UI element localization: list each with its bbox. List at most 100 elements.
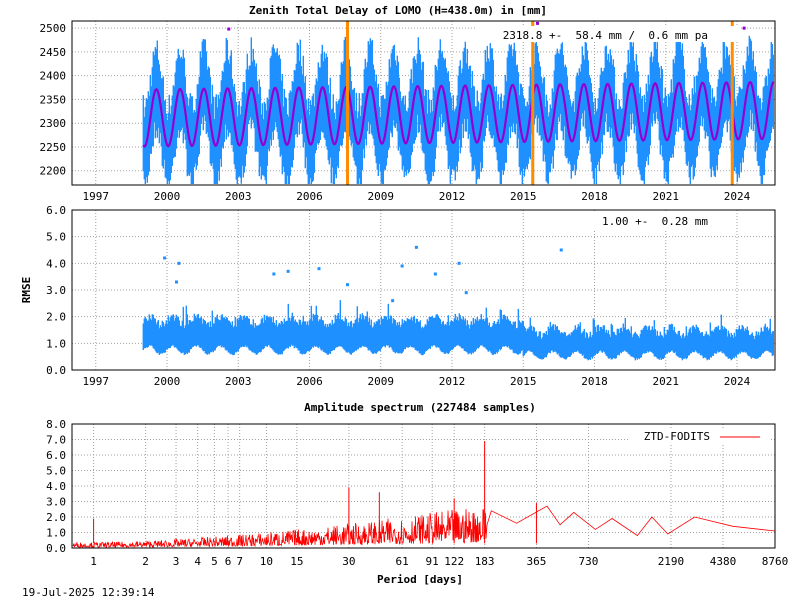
ztd-x-tick: 2003: [225, 190, 252, 203]
spectrum-y-tick: 7.0: [46, 434, 66, 447]
ztd-ticks: 1997 2000 2003 2006 2009 2012 2015 2018 2021 2024…: [40, 22, 751, 203]
rmse-outlier-point: [346, 283, 349, 287]
ztd-fit-series: [142, 80, 775, 148]
ztd-outlier-point: [742, 26, 746, 30]
spectrum-panel: Amplitude spectrum (227484 samples) 1 2 3 4…: [46, 401, 788, 586]
ztd-x-tick: 2015: [510, 190, 537, 203]
spectrum-x-tick: 2190: [658, 555, 685, 568]
rmse-outlier-point: [177, 261, 181, 265]
rmse-outlier-point: [391, 299, 395, 303]
ztd-x-tick: 2000: [154, 190, 181, 203]
ztd-y-tick: 2200: [40, 165, 67, 178]
rmse-x-tick: 2024: [724, 375, 751, 388]
rmse-x-tick: 2018: [581, 375, 608, 388]
ztd-annotation-bg: [475, 26, 741, 42]
footer-timestamp: 19-Jul-2025 12:39:14: [22, 586, 155, 599]
rmse-plot-frame: [71, 209, 776, 371]
rmse-y-tick: 0.0: [46, 364, 66, 377]
spectrum-x-tick: 6: [225, 555, 232, 568]
spectrum-y-tick: 2.0: [46, 511, 66, 524]
spectrum-x-tick: 10: [260, 555, 273, 568]
spectrum-y-tick: 4.0: [46, 480, 66, 493]
rmse-outlier-point: [457, 261, 461, 265]
spectrum-x-tick: 30: [342, 555, 355, 568]
spectrum-x-tick: 4380: [710, 555, 737, 568]
rmse-outlier-point: [163, 256, 167, 260]
rmse-y-tick: 3.0: [46, 284, 66, 297]
spectrum-y-tick: 8.0: [46, 418, 66, 431]
spectrum-x-tick: 1: [90, 555, 97, 568]
spectrum-y-tick: 5.0: [46, 465, 66, 478]
spectrum-series: [72, 505, 776, 549]
spectrum-x-tick: 730: [579, 555, 599, 568]
rmse-data-layer: [142, 245, 774, 361]
spectrum-legend-label: ZTD-FODITS: [644, 430, 710, 443]
rmse-outlier-point: [400, 264, 404, 268]
ztd-x-tick: 2021: [653, 190, 680, 203]
spectrum-x-tick: 15: [290, 555, 303, 568]
rmse-x-tick: 2009: [368, 375, 395, 388]
spectrum-x-tick: 365: [527, 555, 547, 568]
ztd-y-tick: 2350: [40, 93, 67, 106]
rmse-outlier-point: [559, 248, 563, 252]
spectrum-legend-bg: [630, 428, 770, 444]
spectrum-x-tick: 4: [194, 555, 201, 568]
rmse-outlier-point: [175, 280, 178, 284]
rmse-x-tick: 2015: [510, 375, 537, 388]
rmse-outlier-point: [414, 245, 418, 249]
ztd-x-tick: 2024: [724, 190, 751, 203]
spectrum-x-tick: 3: [173, 555, 180, 568]
spectrum-data-layer: [72, 441, 776, 549]
rmse-outlier-point: [317, 267, 321, 271]
ztd-y-tick: 2400: [40, 70, 67, 83]
spectrum-y-tick: 1.0: [46, 527, 66, 540]
ztd-x-tick: 2018: [581, 190, 608, 203]
ztd-x-tick: 1997: [83, 190, 110, 203]
ztd-x-tick: 2006: [296, 190, 323, 203]
spectrum-x-tick: 91: [426, 555, 439, 568]
rmse-x-tick: 2012: [439, 375, 466, 388]
ztd-y-tick: 2250: [40, 141, 67, 154]
spectrum-x-tick: 8760: [762, 555, 789, 568]
spectrum-x-tick: 61: [396, 555, 409, 568]
ztd-x-tick: 2009: [368, 190, 395, 203]
ztd-plot-frame: [71, 20, 776, 186]
rmse-x-tick: 2021: [653, 375, 680, 388]
rmse-x-tick: 2006: [296, 375, 323, 388]
ztd-x-tick: 2012: [439, 190, 466, 203]
spectrum-x-tick: 5: [211, 555, 218, 568]
spectrum-y-tick: 0.0: [46, 542, 66, 555]
rmse-y-tick: 5.0: [46, 231, 66, 244]
rmse-panel: 1997 2000 2003 2006 2009 2012 2015 2018 2021 2024…: [20, 204, 776, 388]
rmse-series: [142, 300, 774, 361]
rmse-y-tick: 1.0: [46, 337, 66, 350]
spectrum-legend: ZTD-FODITS: [630, 428, 770, 444]
rmse-y-tick: 2.0: [46, 311, 66, 324]
rmse-outlier-point: [464, 291, 468, 295]
ztd-y-tick: 2300: [40, 117, 67, 130]
ztd-outlier-point: [536, 21, 539, 25]
spectrum-x-tick: 7: [236, 555, 243, 568]
ztd-annotation: 2318.8 +- 58.4 mm / 0.6 mm pa: [503, 29, 708, 42]
rmse-y-tick: 6.0: [46, 204, 66, 217]
ztd-y-tick: 2500: [40, 22, 67, 35]
spectrum-ticks: 1 2 3 4 5 6 7 10 15 30 61 91 122 183 365 730 2190 4380 876…: [46, 418, 788, 568]
rmse-ticks: 1997 2000 2003 2006 2009 2012 2015 2018 2021 2024…: [46, 204, 750, 388]
spectrum-x-tick: 122: [444, 555, 464, 568]
rmse-y-tick: 4.0: [46, 257, 66, 270]
rmse-outlier-point: [286, 269, 290, 273]
ztd-title: Zenith Total Delay of LOMO (H=438.0m) in…: [249, 4, 547, 17]
rmse-outlier-point: [433, 272, 437, 276]
rmse-ylabel: RMSE: [20, 277, 33, 304]
rmse-x-tick: 2000: [154, 375, 181, 388]
rmse-x-tick: 2003: [225, 375, 252, 388]
spectrum-y-tick: 6.0: [46, 449, 66, 462]
spectrum-x-tick: 183: [475, 555, 495, 568]
spectrum-y-tick: 3.0: [46, 496, 66, 509]
spectrum-title: Amplitude spectrum (227484 samples): [304, 401, 536, 414]
spectrum-xlabel: Period [days]: [377, 573, 463, 586]
ztd-outlier-point: [227, 27, 231, 31]
ztd-panel: Zenith Total Delay of LOMO (H=438.0m) in…: [40, 4, 776, 203]
ztd-data-layer: [142, 21, 775, 185]
